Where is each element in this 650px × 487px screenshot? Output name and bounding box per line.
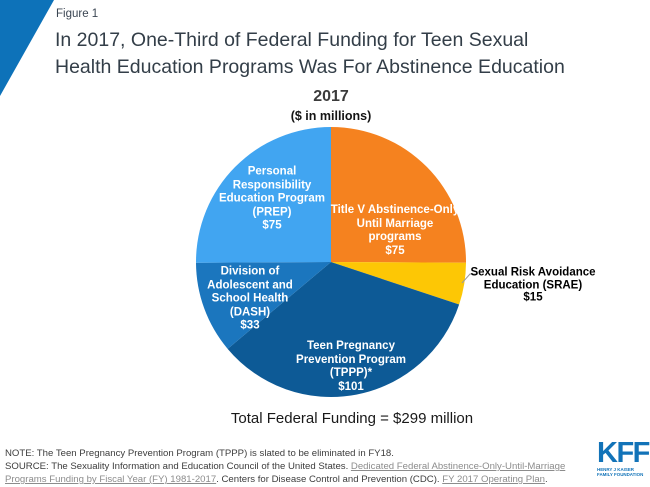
source-link-abstinence-funding[interactable]: Dedicated Federal Abstinence-Only-Until-… bbox=[5, 461, 566, 485]
pie-slice-srae bbox=[331, 262, 466, 305]
source-mid: . Centers for Disease Control and Preven… bbox=[216, 474, 443, 485]
page-title-line1: In 2017, One-Third of Federal Funding fo… bbox=[55, 29, 529, 51]
figure-label: Figure 1 bbox=[56, 8, 99, 20]
triangle-shape bbox=[0, 0, 54, 96]
footer-notes: NOTE: The Teen Pregnancy Prevention Prog… bbox=[5, 447, 581, 486]
source-link-fy2017-operating-plan[interactable]: FY 2017 Operating Plan bbox=[442, 474, 546, 485]
pie-slice-dash bbox=[196, 262, 331, 349]
chart-subtitle: ($ in millions) bbox=[290, 109, 372, 123]
page-title: In 2017, One-Third of Federal Funding fo… bbox=[55, 27, 565, 81]
total-funding-label: Total Federal Funding = $299 million bbox=[230, 410, 474, 427]
kff-tagline-line1: HENRY J KAISER bbox=[597, 468, 635, 473]
source-prefix: SOURCE: The Sexuality Information and Ed… bbox=[5, 461, 351, 472]
kff-logo-text: KFF bbox=[597, 437, 650, 469]
pie-slice-tppp bbox=[227, 262, 460, 398]
note-text: NOTE: The Teen Pregnancy Prevention Prog… bbox=[5, 448, 394, 459]
pie-slice-title-v-abstinence bbox=[331, 127, 467, 263]
page-title-line2: Health Education Programs Was For Abstin… bbox=[55, 56, 565, 78]
corner-accent-triangle bbox=[0, 0, 54, 96]
pie-slice-prep bbox=[195, 127, 331, 263]
kff-logo[interactable]: KFF HENRY J KAISER FAMILY FOUNDATION bbox=[597, 437, 650, 482]
leader-line-srae bbox=[461, 273, 478, 284]
kff-tagline-line2: FAMILY FOUNDATION bbox=[597, 473, 644, 478]
chart-title: 2017 bbox=[313, 88, 349, 105]
source-suffix: . bbox=[545, 474, 548, 485]
source-text: SOURCE: The Sexuality Information and Ed… bbox=[5, 460, 581, 486]
kff-logo-tagline: HENRY J KAISER FAMILY FOUNDATION bbox=[597, 468, 644, 478]
